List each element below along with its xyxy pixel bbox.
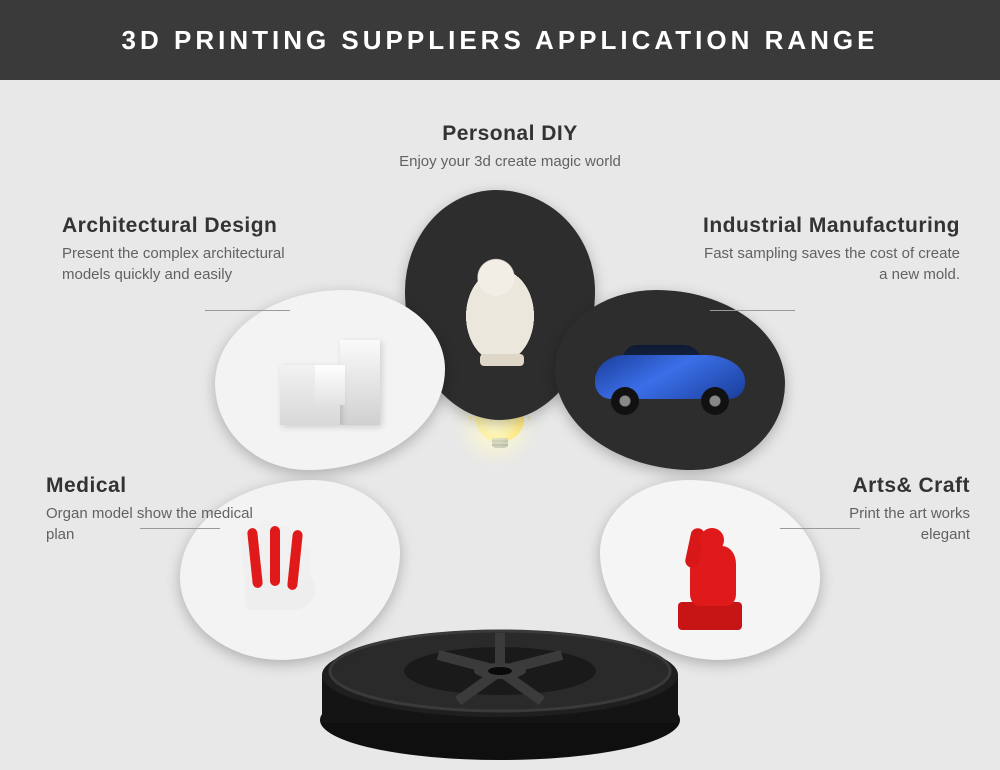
label-art: Arts& Craft Print the art works elegant bbox=[810, 472, 970, 545]
label-diy-desc: Enjoy your 3d create magic world bbox=[360, 152, 660, 172]
leader-med bbox=[140, 528, 220, 529]
label-mfg-desc: Fast sampling saves the cost of create a… bbox=[700, 244, 960, 285]
label-diy: Personal DIY Enjoy your 3d create magic w… bbox=[360, 120, 660, 173]
petal-arch-illustration bbox=[215, 290, 445, 470]
petal-arch bbox=[215, 290, 445, 470]
label-arch: Architectural Design Present the complex … bbox=[62, 212, 312, 285]
label-med-desc: Organ model show the medical plan bbox=[46, 504, 266, 545]
label-arch-desc: Present the complex architectural models… bbox=[62, 244, 312, 285]
label-mfg-title: Industrial Manufacturing bbox=[700, 212, 960, 240]
petal-art bbox=[600, 480, 820, 660]
petal-art-illustration bbox=[600, 480, 820, 660]
header-bar: 3D PRINTING SUPPLIERS APPLICATION RANGE bbox=[0, 0, 1000, 80]
label-mfg: Industrial Manufacturing Fast sampling sa… bbox=[700, 212, 960, 285]
label-art-title: Arts& Craft bbox=[810, 472, 970, 500]
infographic-canvas: Personal DIY Enjoy your 3d create magic w… bbox=[0, 80, 1000, 765]
header-title: 3D PRINTING SUPPLIERS APPLICATION RANGE bbox=[122, 25, 879, 56]
label-diy-title: Personal DIY bbox=[360, 120, 660, 148]
label-med-title: Medical bbox=[46, 472, 266, 500]
label-arch-title: Architectural Design bbox=[62, 212, 312, 240]
leader-arch bbox=[205, 310, 290, 311]
petal-mfg bbox=[555, 290, 785, 470]
label-art-desc: Print the art works elegant bbox=[810, 504, 970, 545]
petal-mfg-illustration bbox=[555, 290, 785, 470]
leader-art bbox=[780, 528, 860, 529]
label-med: Medical Organ model show the medical plan bbox=[46, 472, 266, 545]
leader-mfg bbox=[710, 310, 795, 311]
